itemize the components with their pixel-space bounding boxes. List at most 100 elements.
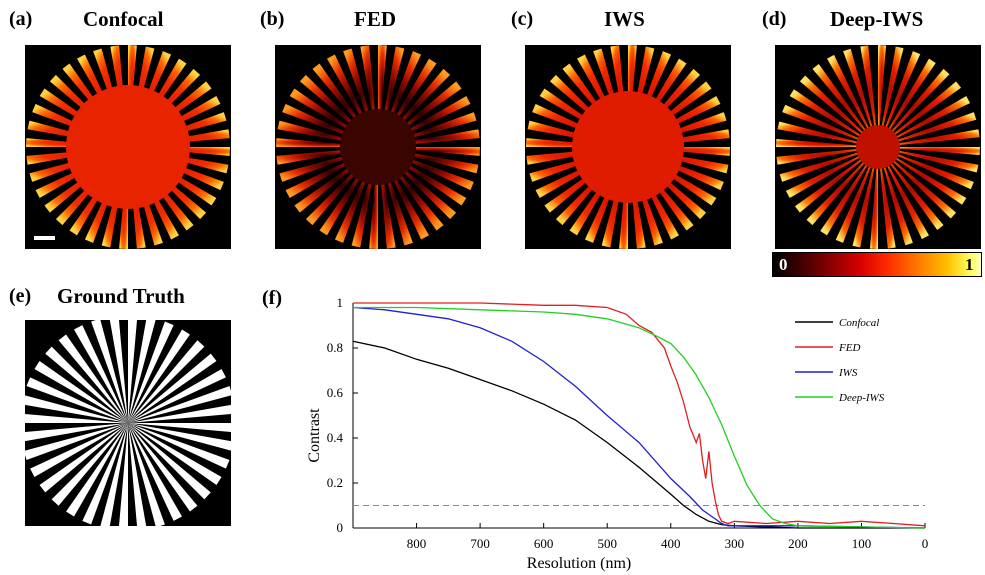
panel-title-iws: IWS bbox=[604, 7, 645, 31]
spoke bbox=[779, 147, 878, 182]
spoke bbox=[820, 147, 878, 236]
spoke bbox=[860, 45, 878, 147]
spoke bbox=[776, 147, 878, 165]
spoke bbox=[128, 369, 226, 423]
blurred-center bbox=[66, 85, 190, 209]
spoke bbox=[39, 423, 128, 493]
spoke bbox=[128, 423, 231, 451]
x-tick-label: 700 bbox=[470, 536, 490, 551]
spoke bbox=[878, 147, 979, 173]
spoke bbox=[878, 45, 887, 147]
blurred-center bbox=[340, 109, 416, 185]
spoke bbox=[878, 112, 977, 147]
spoke bbox=[878, 81, 962, 147]
panel-label-c: (c) bbox=[511, 8, 534, 30]
spoke bbox=[58, 334, 129, 423]
spoke bbox=[878, 51, 921, 147]
spoke bbox=[45, 346, 129, 423]
panel-title-deep-iws: Deep-IWS bbox=[830, 7, 924, 31]
spoke bbox=[128, 320, 138, 423]
spoke bbox=[128, 423, 182, 521]
spoke bbox=[878, 147, 913, 246]
spoke bbox=[128, 386, 231, 423]
spoke bbox=[128, 353, 217, 423]
spoke bbox=[806, 147, 878, 226]
x-tick-label: 600 bbox=[534, 536, 554, 551]
spoke bbox=[812, 63, 878, 147]
panel-label-a: (a) bbox=[9, 8, 33, 30]
series-line-iws bbox=[352, 306, 926, 529]
iws-image bbox=[525, 45, 731, 249]
series-line-fed bbox=[353, 302, 926, 527]
spoke bbox=[51, 423, 128, 506]
spoke bbox=[118, 423, 128, 526]
series-line-confocal bbox=[352, 340, 925, 529]
spoke bbox=[128, 423, 198, 512]
legend-label: IWS bbox=[838, 367, 858, 379]
spoke bbox=[128, 423, 222, 485]
spoke bbox=[26, 377, 128, 423]
fed-image bbox=[275, 45, 481, 249]
spoke bbox=[30, 423, 128, 477]
y-tick-label: 0.4 bbox=[327, 430, 344, 445]
spoke bbox=[128, 423, 230, 469]
spoke bbox=[878, 68, 950, 147]
x-tick-label: 500 bbox=[597, 536, 617, 551]
spoke bbox=[878, 147, 896, 249]
x-axis-label: Resolution (nm) bbox=[527, 555, 631, 572]
spoke bbox=[91, 320, 128, 423]
blurred-center bbox=[856, 125, 900, 169]
spoke bbox=[109, 320, 128, 423]
x-tick-label: 200 bbox=[788, 536, 808, 551]
spoke bbox=[878, 147, 980, 156]
y-tick-label: 1 bbox=[337, 295, 344, 310]
colorbar-min-label: 0 bbox=[779, 255, 788, 274]
panel-label-f: (f) bbox=[262, 287, 282, 309]
contrast-plot: 800 700 600 500 400 300 200 100 0 0 0.2 0.4 0.6 0.8 1 R… bbox=[306, 295, 929, 572]
panel-title-confocal: Confocal bbox=[83, 7, 164, 31]
legend-label: FED bbox=[838, 342, 860, 354]
spoke bbox=[878, 147, 944, 231]
y-tick-label: 0.2 bbox=[327, 475, 343, 490]
spoke bbox=[843, 48, 878, 147]
x-tick-label: 0 bbox=[922, 536, 929, 551]
spoke bbox=[878, 147, 929, 240]
spoke bbox=[878, 147, 967, 205]
panel-label-d: (d) bbox=[762, 8, 787, 30]
panel-label-b: (b) bbox=[260, 8, 285, 30]
deep-iws-image bbox=[775, 45, 981, 249]
blurred-center bbox=[572, 91, 684, 203]
y-tick-label: 0.6 bbox=[327, 385, 344, 400]
spoke bbox=[878, 46, 904, 148]
x-tick-label: 400 bbox=[661, 536, 681, 551]
x-tick-label: 800 bbox=[407, 536, 427, 551]
y-tick-label: 0.8 bbox=[327, 340, 343, 355]
spoke bbox=[128, 423, 211, 500]
x-tick-label: 300 bbox=[725, 536, 745, 551]
spoke bbox=[128, 423, 165, 526]
spoke bbox=[785, 147, 878, 198]
spoke bbox=[878, 129, 980, 147]
panel-label-e: (e) bbox=[9, 285, 32, 307]
spoke bbox=[128, 321, 174, 423]
legend-label: Confocal bbox=[839, 317, 879, 329]
star-spokes bbox=[776, 45, 980, 249]
confocal-image bbox=[25, 45, 231, 249]
star-spokes bbox=[25, 320, 231, 526]
spoke bbox=[128, 423, 231, 433]
spoke bbox=[878, 96, 971, 147]
spoke bbox=[827, 54, 878, 147]
panel-title-ground-truth: Ground Truth bbox=[57, 284, 185, 308]
colorbar bbox=[772, 252, 982, 277]
spoke bbox=[789, 89, 878, 147]
spoke bbox=[34, 361, 129, 423]
spoke bbox=[74, 325, 128, 423]
spoke bbox=[128, 423, 147, 526]
spoke bbox=[128, 340, 205, 423]
spoke bbox=[128, 329, 190, 423]
spoke bbox=[782, 104, 878, 147]
series-line-deep-iws bbox=[353, 306, 926, 529]
spoke bbox=[794, 147, 878, 213]
spoke bbox=[878, 147, 957, 219]
spoke bbox=[777, 121, 878, 147]
